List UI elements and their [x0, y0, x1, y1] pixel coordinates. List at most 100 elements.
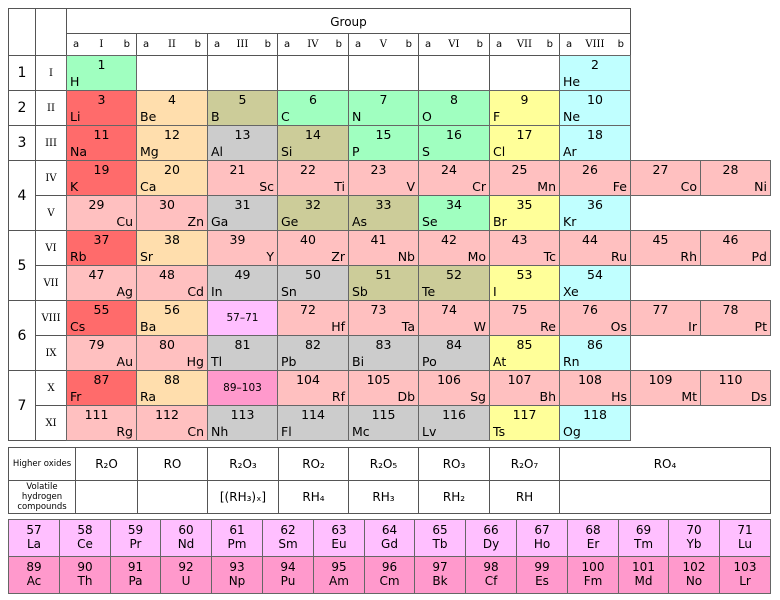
element-cell-ba[interactable]: 56 Ba	[136, 300, 208, 336]
element-cell-cd[interactable]: 48 Cd	[136, 265, 208, 301]
element-cell-nb[interactable]: 41 Nb	[348, 230, 419, 266]
lanthanide-cell-pr[interactable]: 59 Pr	[110, 519, 161, 557]
element-cell-al[interactable]: 13 Al	[207, 125, 278, 161]
lanthanide-cell-gd[interactable]: 64 Gd	[364, 519, 415, 557]
element-cell-re[interactable]: 75 Re	[489, 300, 560, 336]
lanthanide-cell-er[interactable]: 68 Er	[567, 519, 619, 557]
lanthanide-cell-ho[interactable]: 67 Ho	[516, 519, 568, 557]
element-cell-cu[interactable]: 29 Cu	[66, 195, 137, 231]
element-cell-fe[interactable]: 26 Fe	[559, 160, 631, 196]
lanthanide-cell-eu[interactable]: 63 Eu	[313, 519, 365, 557]
element-cell-pd[interactable]: 46 Pd	[700, 230, 771, 266]
element-cell-ag[interactable]: 47 Ag	[66, 265, 137, 301]
element-cell-sg[interactable]: 106 Sg	[418, 370, 490, 406]
lanthanide-cell-nd[interactable]: 60 Nd	[160, 519, 212, 557]
element-cell-cn[interactable]: 112 Cn	[136, 405, 208, 441]
element-cell-tc[interactable]: 43 Tc	[489, 230, 560, 266]
element-cell-nh[interactable]: 113 Nh	[207, 405, 278, 441]
element-cell-sb[interactable]: 51 Sb	[348, 265, 419, 301]
actinide-cell-pa[interactable]: 91 Pa	[110, 556, 161, 594]
element-cell-v[interactable]: 23 V	[348, 160, 419, 196]
element-cell-ni[interactable]: 28 Ni	[700, 160, 771, 196]
element-cell-rn[interactable]: 86 Rn	[559, 335, 631, 371]
element-cell-range[interactable]: 57–71	[207, 300, 278, 336]
element-cell-ne[interactable]: 10 Ne	[559, 90, 631, 126]
actinide-cell-lr[interactable]: 103 Lr	[719, 556, 771, 594]
element-cell-ts[interactable]: 117 Ts	[489, 405, 560, 441]
actinide-cell-fm[interactable]: 100 Fm	[567, 556, 619, 594]
element-cell-be[interactable]: 4 Be	[136, 90, 208, 126]
lanthanide-cell-yb[interactable]: 70 Yb	[668, 519, 720, 557]
element-cell-cr[interactable]: 24 Cr	[418, 160, 490, 196]
element-cell-he[interactable]: 2 He	[559, 55, 631, 91]
element-cell-pb[interactable]: 82 Pb	[277, 335, 349, 371]
element-cell-p[interactable]: 15 P	[348, 125, 419, 161]
element-cell-range[interactable]: 89–103	[207, 370, 278, 406]
element-cell-hf[interactable]: 72 Hf	[277, 300, 349, 336]
actinide-cell-ac[interactable]: 89 Ac	[8, 556, 60, 594]
actinide-cell-no[interactable]: 102 No	[668, 556, 720, 594]
element-cell-li[interactable]: 3 Li	[66, 90, 137, 126]
element-cell-as[interactable]: 33 As	[348, 195, 419, 231]
element-cell-zn[interactable]: 30 Zn	[136, 195, 208, 231]
lanthanide-cell-ce[interactable]: 58 Ce	[59, 519, 111, 557]
lanthanide-cell-dy[interactable]: 66 Dy	[465, 519, 517, 557]
element-cell-ta[interactable]: 73 Ta	[348, 300, 419, 336]
element-cell-w[interactable]: 74 W	[418, 300, 490, 336]
lanthanide-cell-lu[interactable]: 71 Lu	[719, 519, 771, 557]
element-cell-k[interactable]: 19 K	[66, 160, 137, 196]
element-cell-pt[interactable]: 78 Pt	[700, 300, 771, 336]
element-cell-br[interactable]: 35 Br	[489, 195, 560, 231]
element-cell-ti[interactable]: 22 Ti	[277, 160, 349, 196]
element-cell-mg[interactable]: 12 Mg	[136, 125, 208, 161]
element-cell-fr[interactable]: 87 Fr	[66, 370, 137, 406]
lanthanide-cell-tm[interactable]: 69 Tm	[618, 519, 669, 557]
element-cell-ra[interactable]: 88 Ra	[136, 370, 208, 406]
actinide-cell-cm[interactable]: 96 Cm	[364, 556, 415, 594]
actinide-cell-es[interactable]: 99 Es	[516, 556, 568, 594]
element-cell-rf[interactable]: 104 Rf	[277, 370, 349, 406]
element-cell-rh[interactable]: 45 Rh	[630, 230, 701, 266]
element-cell-y[interactable]: 39 Y	[207, 230, 278, 266]
actinide-cell-md[interactable]: 101 Md	[618, 556, 669, 594]
element-cell-sn[interactable]: 50 Sn	[277, 265, 349, 301]
element-cell-ir[interactable]: 77 Ir	[630, 300, 701, 336]
actinide-cell-pu[interactable]: 94 Pu	[262, 556, 314, 594]
element-cell-na[interactable]: 11 Na	[66, 125, 137, 161]
element-cell-ar[interactable]: 18 Ar	[559, 125, 631, 161]
actinide-cell-bk[interactable]: 97 Bk	[414, 556, 466, 594]
lanthanide-cell-tb[interactable]: 65 Tb	[414, 519, 466, 557]
element-cell-ga[interactable]: 31 Ga	[207, 195, 278, 231]
element-cell-ds[interactable]: 110 Ds	[700, 370, 771, 406]
actinide-cell-cf[interactable]: 98 Cf	[465, 556, 517, 594]
element-cell-xe[interactable]: 54 Xe	[559, 265, 631, 301]
element-cell-po[interactable]: 84 Po	[418, 335, 490, 371]
element-cell-in[interactable]: 49 In	[207, 265, 278, 301]
actinide-cell-u[interactable]: 92 U	[160, 556, 212, 594]
element-cell-hs[interactable]: 108 Hs	[559, 370, 631, 406]
element-cell-sc[interactable]: 21 Sc	[207, 160, 278, 196]
element-cell-te[interactable]: 52 Te	[418, 265, 490, 301]
element-cell-cl[interactable]: 17 Cl	[489, 125, 560, 161]
actinide-cell-am[interactable]: 95 Am	[313, 556, 365, 594]
element-cell-mn[interactable]: 25 Mn	[489, 160, 560, 196]
element-cell-hg[interactable]: 80 Hg	[136, 335, 208, 371]
element-cell-ca[interactable]: 20 Ca	[136, 160, 208, 196]
element-cell-mo[interactable]: 42 Mo	[418, 230, 490, 266]
element-cell-ge[interactable]: 32 Ge	[277, 195, 349, 231]
element-cell-co[interactable]: 27 Co	[630, 160, 701, 196]
element-cell-bi[interactable]: 83 Bi	[348, 335, 419, 371]
actinide-cell-np[interactable]: 93 Np	[211, 556, 263, 594]
element-cell-fl[interactable]: 114 Fl	[277, 405, 349, 441]
element-cell-mt[interactable]: 109 Mt	[630, 370, 701, 406]
element-cell-db[interactable]: 105 Db	[348, 370, 419, 406]
element-cell-tl[interactable]: 81 Tl	[207, 335, 278, 371]
element-cell-kr[interactable]: 36 Kr	[559, 195, 631, 231]
element-cell-se[interactable]: 34 Se	[418, 195, 490, 231]
element-cell-i[interactable]: 53 I	[489, 265, 560, 301]
